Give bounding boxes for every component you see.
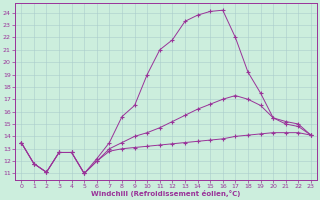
X-axis label: Windchill (Refroidissement éolien,°C): Windchill (Refroidissement éolien,°C) [92,190,241,197]
